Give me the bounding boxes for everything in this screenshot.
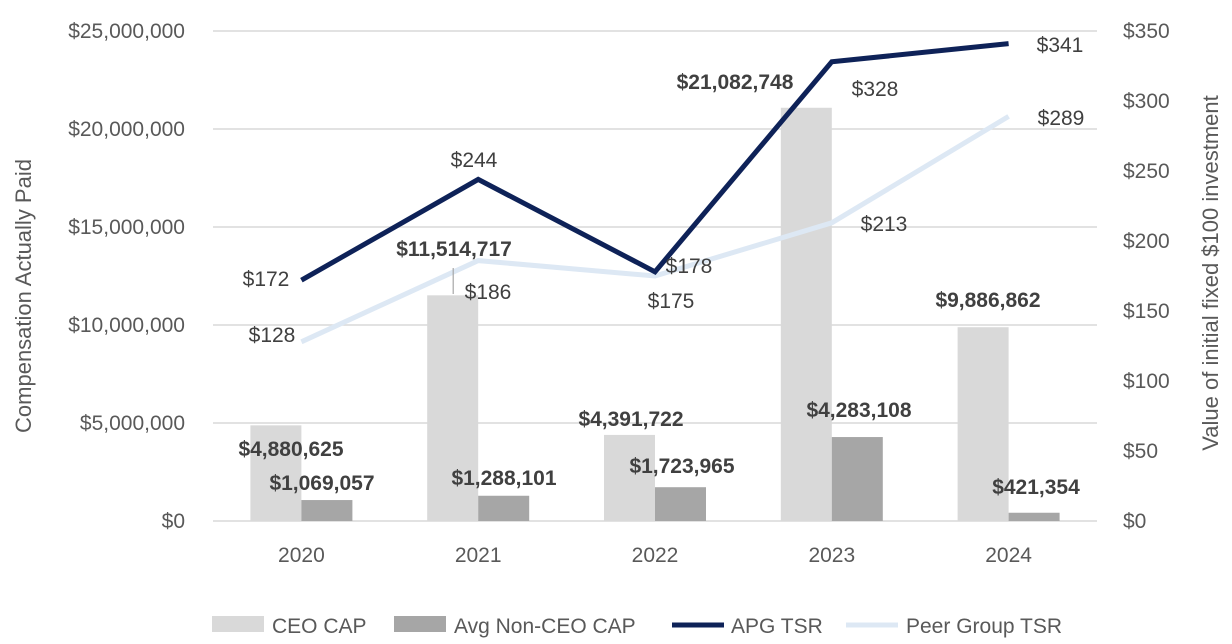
- non-ceo-cap-data-label: $1,723,965: [629, 455, 734, 478]
- peer-group-tsr-line: [300, 114, 1010, 345]
- legend-swatch-non-ceo-cap: [394, 616, 446, 632]
- right-tick-label: $100: [1123, 370, 1170, 393]
- x-tick-label: 2022: [632, 544, 679, 567]
- gridlines: [213, 30, 1097, 522]
- peer-tsr-data-label: $213: [861, 213, 908, 236]
- legend-swatch-ceo-cap: [212, 616, 264, 632]
- legend-label: CEO CAP: [272, 615, 367, 638]
- x-axis-ticks: 2020 2021 2022 2023 2024: [278, 544, 1032, 567]
- right-tick-label: $300: [1123, 90, 1170, 113]
- legend: CEO CAP Avg Non-CEO CAP APG TSR Peer Group …: [212, 615, 1062, 638]
- right-axis-ticks: $0 $50 $100 $150 $200 $250 $300 $350: [1123, 20, 1170, 533]
- left-axis-title: Compensation Actually Paid: [11, 159, 36, 433]
- non-ceo-cap-bar: [1008, 512, 1060, 521]
- x-tick-label: 2020: [278, 544, 325, 567]
- legend-label: Avg Non-CEO CAP: [454, 615, 636, 638]
- right-tick-label: $200: [1123, 230, 1170, 253]
- apg-tsr-data-label: $341: [1037, 34, 1084, 57]
- ceo-cap-data-label: $11,514,717: [396, 238, 512, 261]
- ceo-cap-data-label: $21,082,748: [677, 71, 794, 94]
- non-ceo-cap-bar: [831, 437, 883, 521]
- ceo-cap-bar: [250, 425, 302, 521]
- bars: [250, 107, 1060, 521]
- data-labels: $4,880,625 $11,514,717 $4,391,722 $21,082,7…: [238, 34, 1084, 499]
- apg-tsr-data-label: $328: [852, 78, 899, 101]
- lines: [300, 41, 1010, 345]
- ceo-cap-bar: [604, 434, 655, 521]
- apg-tsr-line: [300, 41, 1009, 283]
- right-tick-label: $0: [1123, 510, 1146, 533]
- ceo-cap-bar: [957, 327, 1009, 521]
- peer-tsr-data-label: $289: [1038, 107, 1085, 130]
- right-axis-title: Value of initial fixed $100 investment: [1198, 95, 1223, 450]
- non-ceo-cap-bar: [301, 500, 353, 521]
- non-ceo-cap-data-label: $4,283,108: [806, 399, 911, 422]
- left-tick-label: $10,000,000: [68, 314, 185, 337]
- legend-label: APG TSR: [731, 615, 823, 638]
- right-tick-label: $250: [1123, 160, 1170, 183]
- peer-tsr-data-label: $186: [465, 281, 512, 304]
- x-tick-label: 2023: [808, 544, 855, 567]
- apg-tsr-data-label: $172: [243, 268, 290, 291]
- ceo-cap-data-label: $4,391,722: [578, 408, 683, 431]
- left-tick-label: $20,000,000: [68, 118, 185, 141]
- left-axis-ticks: $0 $5,000,000 $10,000,000 $15,000,000 $20,00…: [68, 20, 185, 533]
- left-tick-label: $25,000,000: [68, 20, 185, 43]
- legend-label: Peer Group TSR: [906, 615, 1062, 638]
- apg-tsr-data-label: $244: [451, 149, 498, 172]
- left-tick-label: $5,000,000: [80, 412, 185, 435]
- right-tick-label: $350: [1123, 20, 1170, 43]
- right-tick-label: $150: [1123, 300, 1170, 323]
- ceo-cap-data-label: $9,886,862: [935, 289, 1040, 312]
- left-tick-label: $0: [162, 510, 185, 533]
- ceo-cap-bar: [427, 295, 479, 521]
- non-ceo-cap-bar: [478, 495, 530, 521]
- x-tick-label: 2024: [985, 544, 1032, 567]
- ceo-cap-data-label: $4,880,625: [238, 438, 343, 461]
- x-tick-label: 2021: [455, 544, 502, 567]
- peer-tsr-data-label: $175: [648, 290, 695, 313]
- non-ceo-cap-bar: [655, 487, 706, 521]
- peer-tsr-data-label: $128: [249, 324, 296, 347]
- non-ceo-cap-data-label: $421,354: [992, 476, 1080, 499]
- apg-tsr-data-label: $178: [666, 255, 713, 278]
- right-tick-label: $50: [1123, 440, 1158, 463]
- non-ceo-cap-data-label: $1,069,057: [269, 472, 374, 495]
- left-tick-label: $15,000,000: [68, 216, 185, 239]
- ceo-cap-bar: [780, 107, 832, 521]
- non-ceo-cap-data-label: $1,288,101: [451, 467, 556, 490]
